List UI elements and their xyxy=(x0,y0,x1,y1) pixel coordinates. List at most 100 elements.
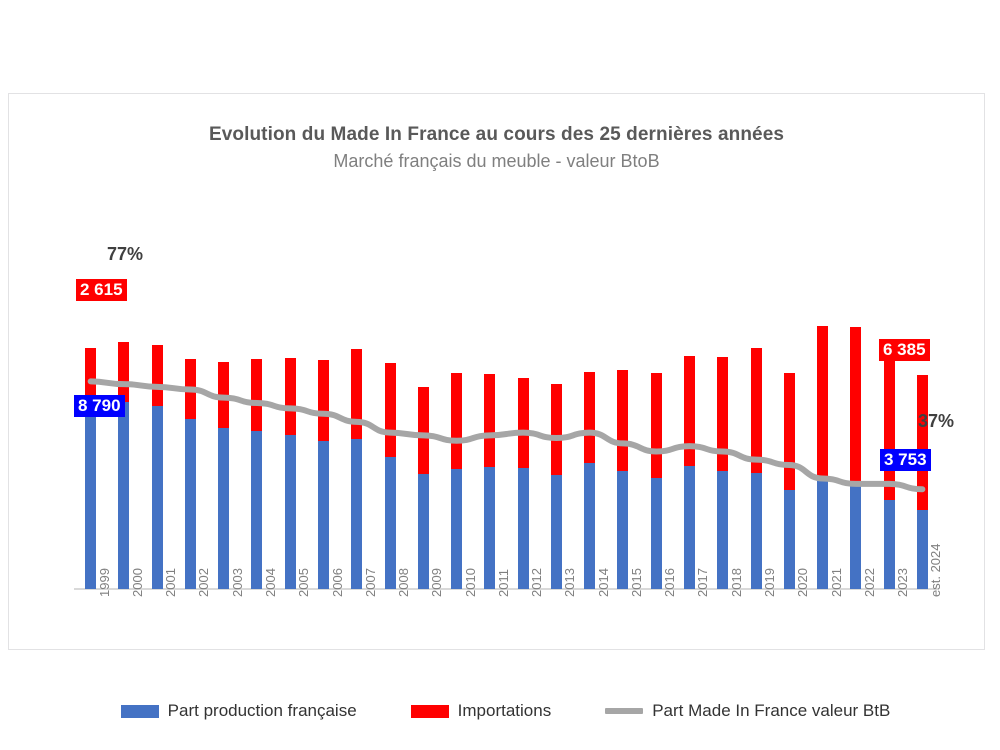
bar-segment-imports[interactable] xyxy=(384,363,396,457)
stacked-bar[interactable] xyxy=(151,345,163,589)
bar-segment-imports[interactable] xyxy=(650,373,662,478)
bar-segment-production[interactable] xyxy=(517,467,529,589)
bar-segment-production[interactable] xyxy=(151,405,163,589)
bar-segment-imports[interactable] xyxy=(916,374,928,510)
bar-segment-production[interactable] xyxy=(683,466,695,589)
bar-segment-production[interactable] xyxy=(783,490,795,589)
stacked-bar[interactable] xyxy=(750,347,762,589)
stacked-bar[interactable] xyxy=(85,347,97,589)
stacked-bar[interactable] xyxy=(517,378,529,589)
stacked-bar[interactable] xyxy=(683,356,695,589)
bar-segment-imports[interactable] xyxy=(517,378,529,468)
stacked-bar[interactable] xyxy=(384,363,396,589)
bar-segment-production[interactable] xyxy=(717,471,729,589)
bar-segment-imports[interactable] xyxy=(251,359,263,431)
legend-item[interactable]: Part Made In France valeur BtB xyxy=(605,701,890,721)
bar-segment-imports[interactable] xyxy=(883,359,895,501)
x-axis-tick-label: 2022 xyxy=(861,568,877,597)
stacked-bar[interactable] xyxy=(783,372,795,589)
bar-segment-imports[interactable] xyxy=(850,327,862,486)
bar-segment-imports[interactable] xyxy=(417,386,429,474)
x-axis-tick-label: 2013 xyxy=(562,568,578,597)
stacked-bar[interactable] xyxy=(817,325,829,589)
bar-segment-imports[interactable] xyxy=(318,359,330,441)
x-axis-tick-label: 2003 xyxy=(229,568,245,597)
bar-segment-production[interactable] xyxy=(218,428,230,589)
bar-segment-production[interactable] xyxy=(617,471,629,589)
x-axis-tick-label: 2019 xyxy=(762,568,778,597)
bar-segment-production[interactable] xyxy=(118,401,130,589)
x-axis-tick-label: est. 2024 xyxy=(928,543,944,598)
bar-segment-production[interactable] xyxy=(85,403,97,589)
stacked-bar[interactable] xyxy=(251,359,263,589)
last-production-value: 3 753 xyxy=(880,449,931,471)
bar-segment-production[interactable] xyxy=(883,500,895,589)
x-axis-tick-label: 2021 xyxy=(828,568,844,597)
bar-segment-production[interactable] xyxy=(251,430,263,589)
bar-segment-imports[interactable] xyxy=(118,341,130,402)
x-axis-tick-label: 2008 xyxy=(396,568,412,597)
chart-title: Evolution du Made In France au cours des… xyxy=(208,124,785,145)
bar-segment-production[interactable] xyxy=(384,456,396,589)
stacked-bar[interactable] xyxy=(284,357,296,589)
stacked-bar[interactable] xyxy=(417,386,429,589)
bar-segment-production[interactable] xyxy=(417,473,429,589)
bar-segment-imports[interactable] xyxy=(817,325,829,480)
stacked-bar[interactable] xyxy=(351,349,363,589)
x-axis-tick-label: 2014 xyxy=(595,568,611,597)
line-series-made-in-france[interactable] xyxy=(87,378,926,493)
stacked-bar[interactable] xyxy=(484,373,496,589)
stacked-bar[interactable] xyxy=(916,374,928,589)
legend-label: Importations xyxy=(457,701,552,720)
chart-subtitle: Marché français du meuble - valeur BtoB xyxy=(333,151,660,171)
stacked-bar[interactable] xyxy=(584,371,596,589)
x-axis-tick-label: 2017 xyxy=(695,568,711,597)
bar-segment-imports[interactable] xyxy=(683,356,695,467)
bar-segment-production[interactable] xyxy=(284,434,296,589)
bar-segment-production[interactable] xyxy=(318,440,330,589)
bar-segment-imports[interactable] xyxy=(451,372,463,470)
bar-segment-production[interactable] xyxy=(916,509,928,589)
x-axis-tick-label: 2016 xyxy=(662,568,678,597)
stacked-bar[interactable] xyxy=(318,359,330,589)
bar-segment-imports[interactable] xyxy=(484,373,496,467)
bar-segment-production[interactable] xyxy=(850,485,862,589)
bar-segment-production[interactable] xyxy=(451,469,463,589)
stacked-bar[interactable] xyxy=(550,384,562,589)
legend-label: Part Made In France valeur BtB xyxy=(652,701,891,720)
stacked-bar[interactable] xyxy=(118,341,130,589)
x-axis-tick-label: 2006 xyxy=(329,568,345,597)
bar-segment-imports[interactable] xyxy=(284,357,296,435)
bar-segment-imports[interactable] xyxy=(351,349,363,440)
x-axis-tick-label: 2010 xyxy=(462,568,478,597)
bar-segment-imports[interactable] xyxy=(783,372,795,491)
bar-segment-production[interactable] xyxy=(484,466,496,589)
x-axis-tick-label: 2007 xyxy=(362,568,378,597)
bar-segment-production[interactable] xyxy=(584,463,596,589)
bar-segment-imports[interactable] xyxy=(617,369,629,472)
bar-segment-production[interactable] xyxy=(550,475,562,589)
x-axis-tick-label: 2020 xyxy=(795,568,811,597)
legend-item[interactable]: Part production française xyxy=(120,701,357,721)
stacked-bar[interactable] xyxy=(617,369,629,589)
bar-segment-imports[interactable] xyxy=(85,347,97,404)
bar-segment-imports[interactable] xyxy=(717,356,729,472)
stacked-bar[interactable] xyxy=(650,373,662,589)
bar-segment-production[interactable] xyxy=(817,479,829,589)
legend-item[interactable]: Importations xyxy=(410,701,552,721)
bar-segment-imports[interactable] xyxy=(750,347,762,474)
bar-segment-imports[interactable] xyxy=(584,371,596,464)
x-axis-tick-label: 2023 xyxy=(895,568,911,597)
bar-segment-imports[interactable] xyxy=(550,384,562,476)
bar-segment-production[interactable] xyxy=(750,473,762,589)
stacked-bar[interactable] xyxy=(883,359,895,589)
bar-segment-production[interactable] xyxy=(351,439,363,589)
stacked-bar[interactable] xyxy=(451,372,463,589)
x-axis-tick-label: 2009 xyxy=(429,568,445,597)
stacked-bar[interactable] xyxy=(717,356,729,589)
stacked-bar[interactable] xyxy=(850,327,862,589)
bar-segment-production[interactable] xyxy=(184,419,196,589)
bar-segment-production[interactable] xyxy=(650,478,662,589)
x-axis-tick-label: 2018 xyxy=(728,568,744,597)
bar-segment-imports[interactable] xyxy=(151,345,163,406)
